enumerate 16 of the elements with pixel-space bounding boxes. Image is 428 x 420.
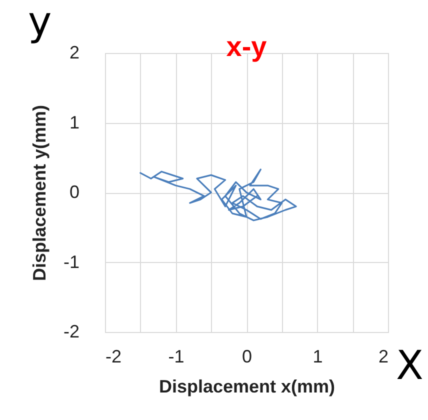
- x-tick-label: 1: [312, 346, 323, 366]
- chart-title: x-y: [226, 31, 268, 62]
- y-tick-label: -1: [63, 252, 80, 272]
- y-axis-title: Displacement y(mm): [29, 104, 50, 282]
- text: X: [396, 343, 424, 389]
- line-series: [140, 168, 297, 222]
- y-tick-label: 0: [69, 182, 80, 202]
- y-tick-label: -2: [63, 322, 80, 342]
- x-tick-label: 0: [242, 346, 252, 366]
- y-tick-label: 2: [69, 42, 80, 62]
- x-axis-title: Displacement x(mm): [158, 376, 336, 396]
- text: y: [28, 0, 52, 45]
- x-tick-label: -2: [106, 346, 122, 366]
- x-tick-label: 2: [378, 346, 388, 366]
- x-tick-label: -1: [168, 346, 184, 366]
- y-tick-label: 1: [69, 112, 80, 132]
